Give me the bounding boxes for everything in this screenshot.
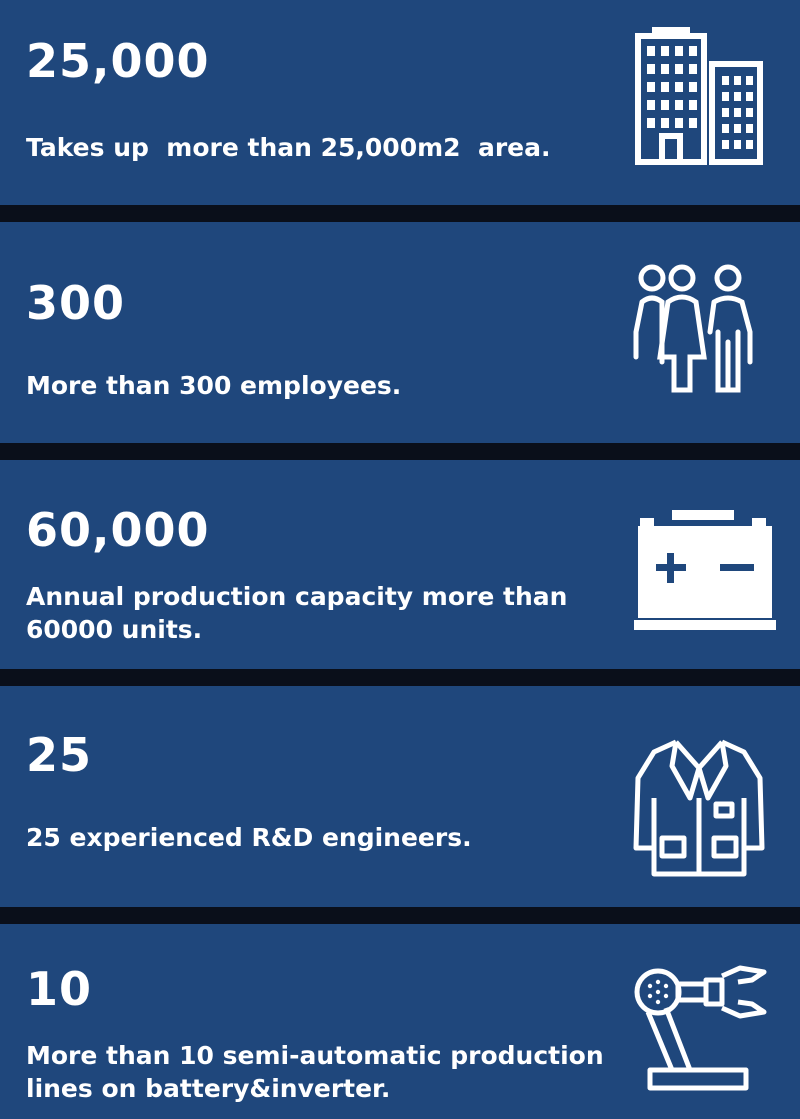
robot-arm-icon xyxy=(632,962,772,1094)
stat-card-employees: 300 More than 300 employees. xyxy=(0,222,800,443)
stat-number: 25 xyxy=(26,728,93,782)
stat-description: 25 experienced R&D engineers. xyxy=(26,823,472,852)
stat-number: 60,000 xyxy=(26,503,210,557)
stat-number: 300 xyxy=(26,276,126,330)
stat-card-production-lines: 10 More than 10 semi-automatic productio… xyxy=(0,924,800,1119)
stat-description: Annual production capacity more than 600… xyxy=(26,582,577,644)
people-icon xyxy=(632,262,768,394)
stat-description: Takes up more than 25,000m2 area. xyxy=(26,133,551,162)
stat-description: More than 300 employees. xyxy=(26,371,402,400)
battery-icon xyxy=(634,510,776,632)
stat-number: 10 xyxy=(26,962,93,1016)
stat-number: 25,000 xyxy=(26,34,210,88)
stat-description: More than 10 semi-automatic production l… xyxy=(26,1041,613,1103)
lab-coat-icon xyxy=(632,738,766,878)
stat-card-capacity: 60,000 Annual production capacity more t… xyxy=(0,460,800,669)
stat-card-area: 25,000 Takes up more than 25,000m2 area. xyxy=(0,0,800,205)
buildings-icon xyxy=(632,24,766,168)
stat-card-engineers: 25 25 experienced R&D engineers. xyxy=(0,686,800,907)
